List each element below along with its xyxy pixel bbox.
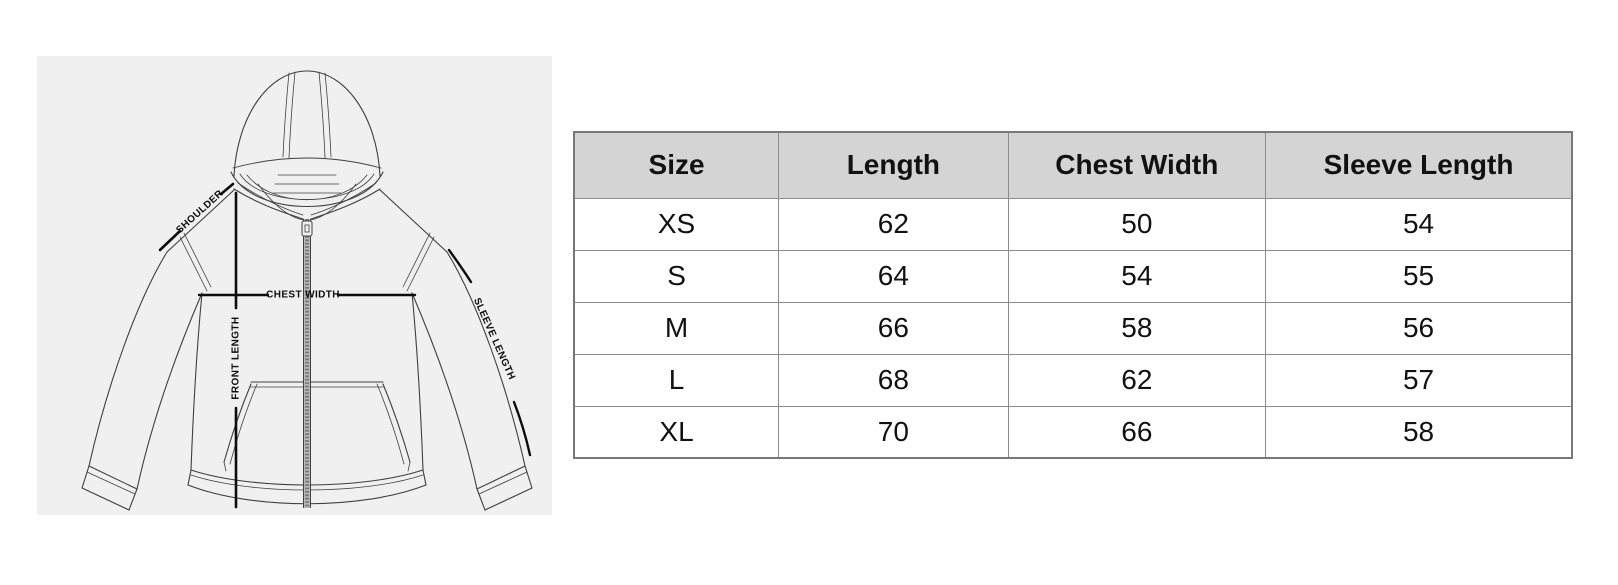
table-row-xs: XS 62 50 54 bbox=[573, 197, 1573, 251]
table-row-xl: XL 70 66 58 bbox=[573, 405, 1573, 459]
cell-chest-width: 58 bbox=[1007, 301, 1267, 355]
cell-length: 62 bbox=[778, 197, 1009, 251]
chest-width-label: CHEST WIDTH bbox=[266, 290, 340, 301]
cell-sleeve-length: 57 bbox=[1265, 353, 1573, 407]
cell-length: 64 bbox=[778, 249, 1009, 303]
table-row-l: L 68 62 57 bbox=[573, 353, 1573, 407]
cell-size: L bbox=[573, 353, 780, 407]
cell-chest-width: 66 bbox=[1007, 405, 1267, 459]
cell-length: 70 bbox=[778, 405, 1009, 459]
cell-sleeve-length: 56 bbox=[1265, 301, 1573, 355]
hoodie-outline bbox=[81, 70, 533, 511]
table-row-m: M 66 58 56 bbox=[573, 301, 1573, 355]
shoulder-label: SHOULDER bbox=[174, 188, 226, 236]
hoodie-diagram-panel: SHOULDER CHEST WIDTH FRONT LENGTH SLEEVE… bbox=[37, 56, 552, 515]
front-length-label: FRONT LENGTH bbox=[231, 316, 242, 399]
cell-size: XS bbox=[573, 197, 780, 251]
cell-length: 66 bbox=[778, 301, 1009, 355]
header-row: Size Length Chest Width Sleeve Length bbox=[573, 131, 1573, 199]
table-row-s: S 64 54 55 bbox=[573, 249, 1573, 303]
cell-sleeve-length: 55 bbox=[1265, 249, 1573, 303]
cell-size: XL bbox=[573, 405, 780, 459]
column-header-chest-width: Chest Width bbox=[1007, 131, 1267, 199]
column-header-size: Size bbox=[573, 131, 780, 199]
size-chart-table: Size Length Chest Width Sleeve Length XS… bbox=[573, 131, 1573, 459]
cell-size: S bbox=[573, 249, 780, 303]
sleeve-length-line bbox=[447, 248, 532, 457]
measurement-lines bbox=[158, 182, 532, 509]
hoodie-sketch: SHOULDER CHEST WIDTH FRONT LENGTH SLEEVE… bbox=[81, 70, 533, 511]
zipper-pull bbox=[301, 220, 313, 237]
cell-sleeve-length: 58 bbox=[1265, 405, 1573, 459]
column-header-sleeve-length: Sleeve Length bbox=[1265, 131, 1573, 199]
cell-sleeve-length: 54 bbox=[1265, 197, 1573, 251]
shoulder-line bbox=[158, 182, 235, 252]
column-header-length: Length bbox=[778, 131, 1009, 199]
sleeve-length-label: SLEEVE LENGTH bbox=[471, 296, 517, 381]
cell-chest-width: 62 bbox=[1007, 353, 1267, 407]
cell-length: 68 bbox=[778, 353, 1009, 407]
cell-size: M bbox=[573, 301, 780, 355]
zipper bbox=[301, 219, 313, 508]
cell-chest-width: 54 bbox=[1007, 249, 1267, 303]
cell-chest-width: 50 bbox=[1007, 197, 1267, 251]
